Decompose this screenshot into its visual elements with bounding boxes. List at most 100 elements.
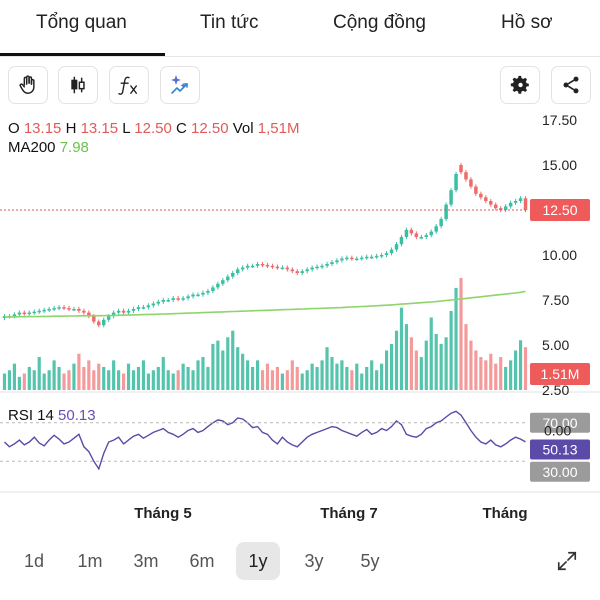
range-3y[interactable]: 3y <box>304 551 324 571</box>
range-1y[interactable]: 1y <box>236 542 280 580</box>
volume-bar <box>97 363 101 390</box>
ai-analysis-button[interactable] <box>160 66 200 104</box>
volume-bar <box>285 370 289 390</box>
volume-bar <box>87 360 91 390</box>
volume-bar <box>365 366 369 390</box>
volume-bar <box>126 363 131 390</box>
volume-bar <box>335 363 339 390</box>
top-tab-bar: Tổng quan Tin tức Cộng đồng Hồ sơ <box>0 0 600 57</box>
volume-bar <box>151 370 155 390</box>
ma200-value: 7.98 <box>59 139 89 156</box>
volume-bar <box>47 370 51 390</box>
candle-body <box>141 307 146 309</box>
volume-bar <box>82 366 86 390</box>
candle-body <box>62 307 66 309</box>
candle-body <box>216 283 220 288</box>
candle-body <box>121 310 126 313</box>
candle-body <box>171 298 175 300</box>
volume-bar <box>166 370 170 390</box>
volume-bar <box>201 357 205 390</box>
volume-bar <box>27 366 31 390</box>
volume-bar <box>389 343 394 390</box>
volume-value: 1,51M <box>257 120 300 137</box>
candle-body <box>494 204 498 209</box>
candle-body <box>156 301 161 304</box>
price-chart[interactable]: 17.50 15.00 12.50 10.00 7.50 5.00 2.50 12.50 1.5… <box>0 112 600 532</box>
candle-body <box>454 174 458 191</box>
ohlc-legend: O 13.15 H 13.15 L 12.50 C 12.50 Vol 1,51… <box>8 120 300 137</box>
price-axis-label: 5.00 <box>542 337 569 353</box>
price-axis-label: 17.50 <box>542 112 577 128</box>
rsi-current-tag-text: 50.13 <box>542 442 577 458</box>
rsi-70-tag <box>530 412 590 433</box>
candle-body <box>22 312 27 315</box>
drag-mode-button[interactable] <box>8 66 48 104</box>
volume-bar <box>196 360 200 390</box>
chart-canvas[interactable]: 17.50 15.00 12.50 10.00 7.50 5.00 2.50 12.50 1.5… <box>0 112 600 532</box>
volume-bar <box>52 360 56 390</box>
indicators-button[interactable] <box>109 66 149 104</box>
range-1d[interactable]: 1d <box>23 551 45 571</box>
tab-community[interactable]: Cộng đồng <box>333 12 426 33</box>
candle-body <box>92 316 96 322</box>
volume-bar <box>255 360 260 390</box>
candle-body <box>260 264 265 266</box>
range-5y[interactable]: 5y <box>360 551 380 571</box>
volume-bar <box>375 370 379 390</box>
candle-body <box>201 292 205 295</box>
tab-news[interactable]: Tin tức <box>200 12 259 33</box>
volume-bar <box>275 366 279 390</box>
chart-settings-button[interactable] <box>500 66 540 104</box>
candle-body <box>226 276 230 281</box>
candle-body <box>389 249 394 254</box>
expand-icon <box>557 551 577 571</box>
volume-bar <box>211 343 215 390</box>
volume-bar <box>12 363 16 390</box>
rsi-legend: RSI 14 50.13 <box>8 407 96 424</box>
range-1m[interactable]: 1m <box>77 551 103 571</box>
volume-bar <box>330 357 334 390</box>
candle-body <box>161 300 166 302</box>
volume-bar <box>62 373 66 390</box>
volume-bar <box>504 366 508 390</box>
volume-bar <box>112 360 116 390</box>
candle-body <box>186 296 190 299</box>
rsi-30-tag <box>530 461 590 482</box>
fullscreen-button[interactable] <box>556 550 578 577</box>
volume-bar <box>290 360 294 390</box>
candle-body <box>67 308 71 310</box>
tab-profile[interactable]: Hồ sơ <box>501 12 553 33</box>
candle-body <box>295 271 299 273</box>
volume-bar <box>231 330 235 390</box>
candle-body <box>235 269 240 273</box>
open-value: 13.15 <box>23 120 62 137</box>
candle-body <box>101 319 106 326</box>
candle-body <box>394 244 399 250</box>
candle-body <box>419 237 424 239</box>
candle-body <box>364 256 369 259</box>
volume-bar <box>206 366 210 390</box>
range-6m[interactable]: 6m <box>189 551 215 571</box>
candle-body <box>211 287 215 291</box>
candle-body <box>503 206 508 210</box>
candle-body <box>87 312 91 317</box>
volume-bar <box>246 360 250 390</box>
candle-body <box>444 204 448 219</box>
price-axis-label: 15.00 <box>542 157 577 173</box>
candle-body <box>474 186 478 194</box>
share-button[interactable] <box>551 66 591 104</box>
volume-bar <box>305 370 309 390</box>
volume-bar <box>161 357 165 390</box>
rsi-current-tag <box>530 439 590 460</box>
rsi-series <box>4 410 526 471</box>
time-axis-label: Tháng 7 <box>320 505 378 522</box>
volume-bar <box>404 324 409 390</box>
volume-bar <box>355 363 359 390</box>
range-3m[interactable]: 3m <box>133 551 159 571</box>
ai-sparkle-icon <box>171 75 188 94</box>
rsi-value: 50.13 <box>58 407 96 424</box>
chart-type-button[interactable] <box>58 66 98 104</box>
candle-body <box>181 298 185 300</box>
volume-bar <box>310 363 314 390</box>
tab-overview[interactable]: Tổng quan <box>36 12 127 33</box>
